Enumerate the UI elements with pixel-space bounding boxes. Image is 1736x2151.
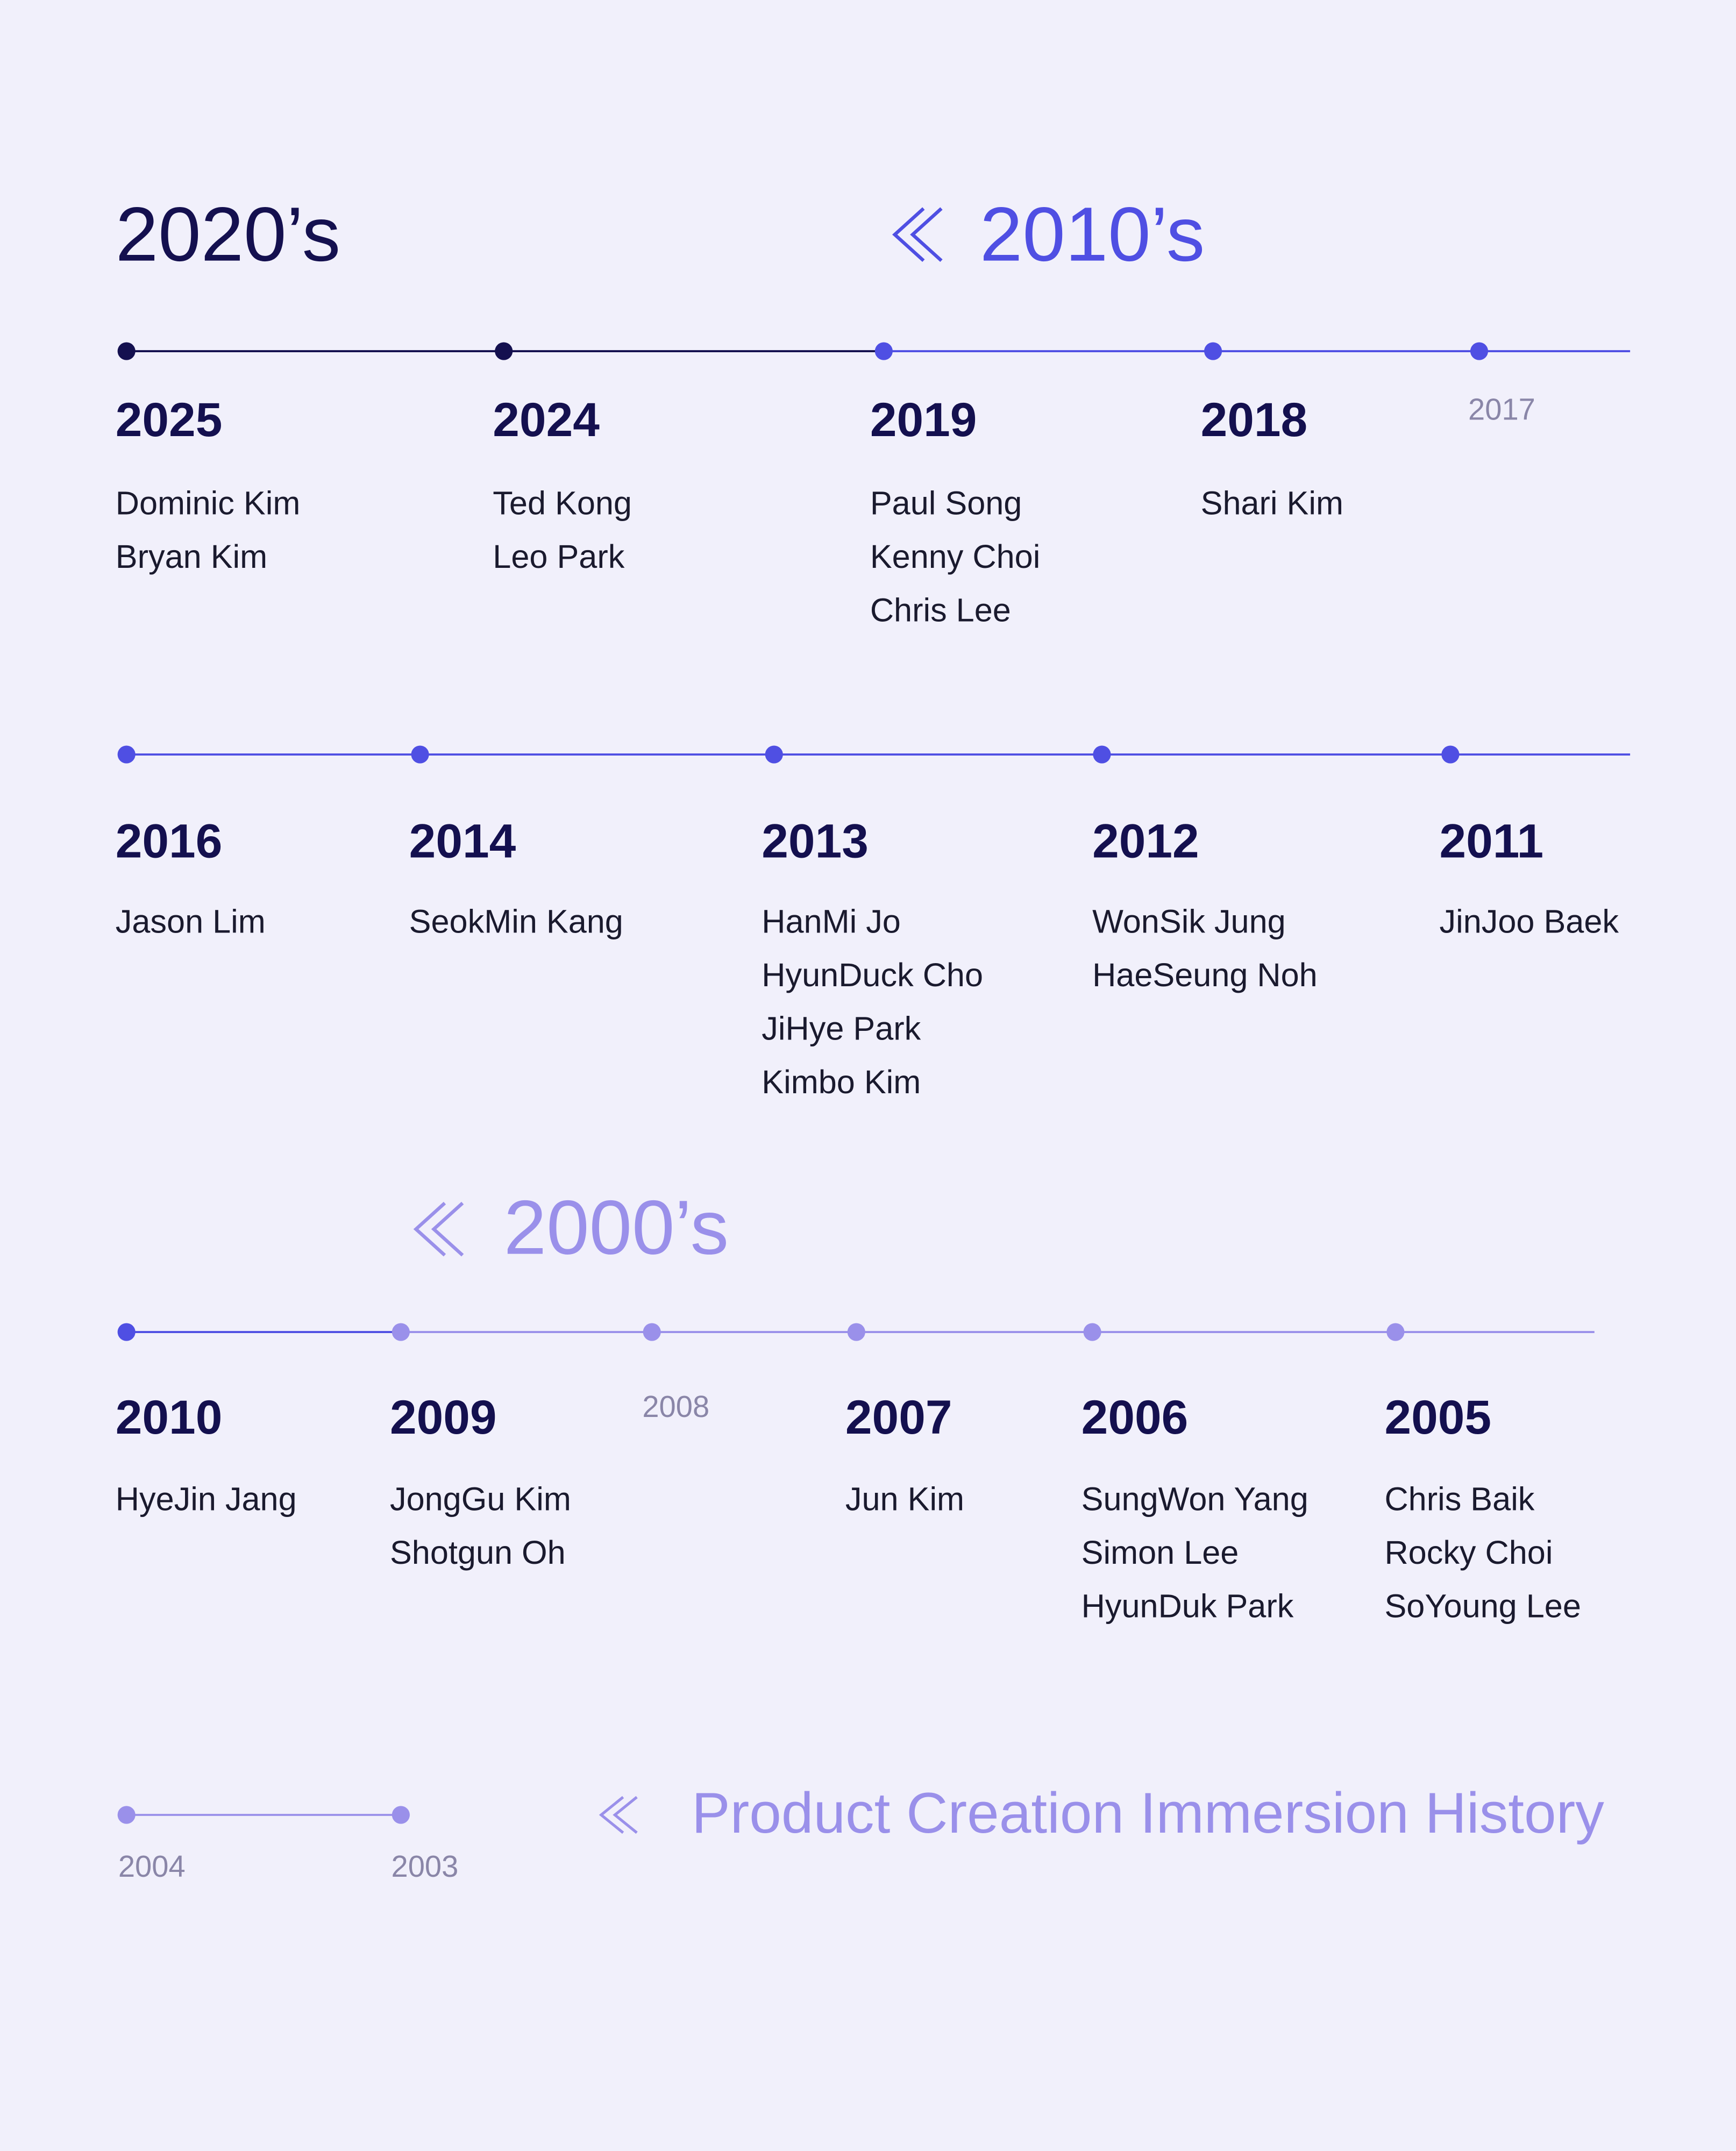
year: 2005 [1384, 1390, 1491, 1444]
timeline-dot [1093, 745, 1111, 764]
year-minor: 2003 [392, 1849, 459, 1883]
timeline-dot [495, 342, 513, 360]
member-name: Kenny Choi [870, 538, 1041, 575]
year: 2012 [1092, 814, 1199, 867]
timeline-dot [1083, 1323, 1101, 1341]
member-name: Rocky Choi [1384, 1534, 1553, 1571]
decade-heading: 2010’s [980, 192, 1205, 277]
timeline-dot [392, 1323, 410, 1341]
chevron-icon [413, 1201, 464, 1257]
member-name: HyunDuck Cho [762, 957, 983, 993]
page-title: Product Creation Immersion History [692, 1780, 1604, 1845]
member-name: Bryan Kim [116, 538, 267, 575]
member-name: SoYoung Lee [1384, 1588, 1581, 1625]
timeline-dot [117, 1806, 136, 1824]
member-name: JinJoo Baek [1439, 903, 1619, 940]
timeline-dot [1204, 342, 1222, 360]
chevron-icon [599, 1796, 638, 1834]
member-name: HanMi Jo [762, 903, 901, 940]
timeline-dot [1441, 745, 1460, 764]
year: 2016 [116, 814, 223, 867]
chevron-icon [892, 207, 943, 262]
year: 2007 [845, 1390, 952, 1444]
member-name: Jun Kim [845, 1481, 964, 1518]
timeline-dot [117, 342, 136, 360]
timeline-dot [392, 1806, 410, 1824]
member-name: WonSik Jung [1092, 903, 1286, 940]
year: 2011 [1439, 814, 1543, 867]
timeline-dot [1386, 1323, 1405, 1341]
year: 2024 [493, 393, 600, 446]
timeline-dot [117, 745, 136, 764]
member-name: Jason Lim [116, 903, 266, 940]
member-name: HaeSeung Noh [1092, 957, 1318, 993]
year: 2009 [390, 1390, 497, 1444]
member-name: Shari Kim [1201, 485, 1343, 522]
timeline-rows: 2025 Dominic Kim Bryan Kim 2024 Ted Kong Leo … [116, 342, 1631, 1883]
member-name: Shotgun Oh [390, 1534, 566, 1571]
timeline-dot [411, 745, 429, 764]
member-name: Leo Park [493, 538, 624, 575]
member-name: HyunDuk Park [1082, 1588, 1294, 1625]
decade-heading: 2020’s [116, 192, 340, 277]
timeline-dot [1470, 342, 1489, 360]
year-minor: 2004 [118, 1849, 186, 1883]
year-minor: 2008 [642, 1390, 709, 1423]
timeline-dot [847, 1323, 865, 1341]
member-name: JongGu Kim [390, 1481, 571, 1518]
timeline-dot [874, 342, 893, 360]
decade-heading: 2000’s [504, 1185, 729, 1271]
member-name: SeokMin Kang [409, 903, 623, 940]
member-name: Ted Kong [493, 485, 632, 522]
member-name: Dominic Kim [116, 485, 301, 522]
timeline-dot [765, 745, 783, 764]
year: 2014 [409, 814, 516, 867]
member-name: Chris Lee [870, 592, 1011, 629]
year: 2006 [1082, 1390, 1189, 1444]
timeline-dot [117, 1323, 136, 1341]
member-name: JiHye Park [762, 1010, 921, 1047]
year: 2019 [870, 393, 977, 446]
member-name: Paul Song [870, 485, 1022, 522]
timeline-dot [643, 1323, 661, 1341]
year-minor: 2017 [1468, 393, 1535, 426]
member-name: Kimbo Kim [762, 1064, 921, 1100]
member-name: Chris Baik [1384, 1481, 1534, 1518]
year: 2013 [762, 814, 869, 867]
member-name: SungWon Yang [1082, 1481, 1308, 1518]
year: 2025 [116, 393, 223, 446]
member-name: HyeJin Jang [116, 1481, 297, 1518]
year: 2010 [116, 1390, 223, 1444]
member-name: Simon Lee [1082, 1534, 1239, 1571]
year: 2018 [1201, 393, 1308, 446]
